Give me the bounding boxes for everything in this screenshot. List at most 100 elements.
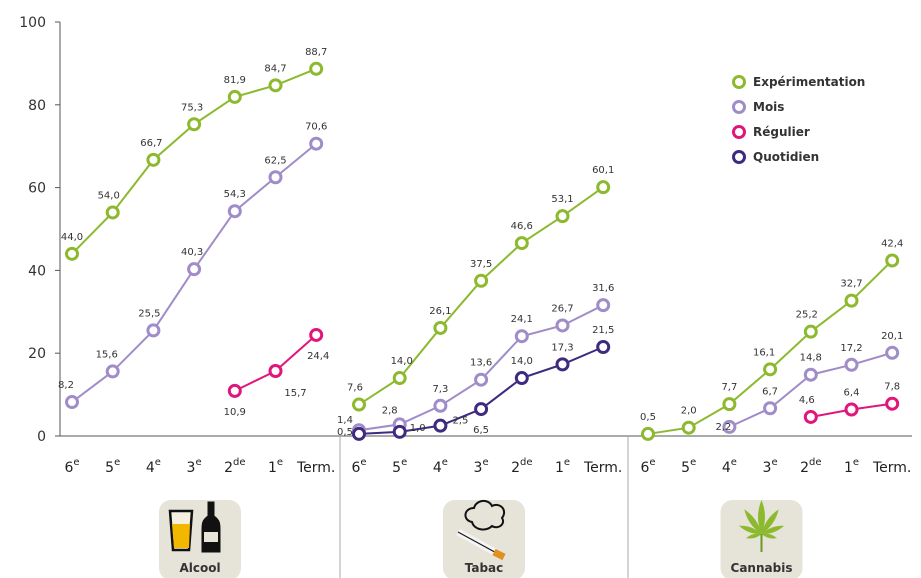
data-label-experimentation: 60,1 — [592, 165, 614, 176]
data-label-experimentation: 7,6 — [347, 383, 363, 394]
data-label-mois: 1,4 — [337, 415, 353, 426]
x-tick-label-tabac-4: 2de — [511, 457, 532, 476]
series-cannabis-experimentation: 0,5 2,0 7,7 16,1 25,2 32,7 42,4 — [640, 238, 903, 441]
data-point-experimentation — [227, 89, 242, 104]
panel-alcool: 6e 5e 4e 3e 2de 1e Term. 44,0 54,0 66,7 75,3 81,9 84… — [58, 47, 335, 578]
legend-item-quotidien: Quotidien — [732, 150, 819, 164]
series-cannabis-mois: 2,2 6,7 14,8 17,2 20,1 — [715, 331, 903, 434]
leaf-blade-6 — [761, 533, 777, 539]
data-label-experimentation: 88,7 — [305, 47, 327, 58]
legend-marker-experimentation — [732, 75, 746, 89]
data-point-experimentation — [514, 236, 529, 251]
x-tick-label-alcool-5: 1e — [268, 457, 283, 476]
series-cannabis-regulier: 4,6 6,4 7,8 — [799, 382, 900, 424]
data-point-mois — [555, 318, 570, 333]
data-point-quotidien — [514, 371, 529, 386]
data-label-regulier: 10,9 — [224, 407, 246, 418]
leaf-blade-1 — [744, 509, 762, 534]
legend-label-regulier: Régulier — [753, 125, 810, 139]
beer-fill-shape — [172, 524, 190, 548]
y-tick-label-0: 0 — [37, 429, 46, 445]
data-point-experimentation — [844, 293, 859, 308]
data-point-experimentation — [433, 320, 448, 335]
category-label-cannabis: Cannabis — [731, 561, 793, 575]
data-point-experimentation — [641, 426, 655, 441]
x-tick-label-tabac-2: 4e — [433, 457, 448, 476]
data-label-experimentation: 2,0 — [681, 406, 697, 417]
x-tick-label-tabac-6: Term. — [583, 460, 622, 476]
data-label-experimentation: 32,7 — [840, 279, 862, 290]
x-tick-label-tabac-1: 5e — [392, 457, 407, 476]
y-tick-label-100: 100 — [19, 15, 46, 31]
smoke-cloud-shape — [464, 500, 506, 531]
data-label-mois: 26,7 — [551, 303, 573, 314]
series-line-regulier — [234, 334, 317, 392]
category-panel-cannabis: Cannabis — [720, 500, 803, 578]
data-point-experimentation — [722, 397, 737, 412]
data-label-experimentation: 42,4 — [881, 238, 903, 249]
bottle-label-shape — [204, 532, 218, 542]
data-point-experimentation — [596, 180, 611, 195]
data-point-regulier — [844, 402, 859, 417]
data-label-mois: 70,6 — [305, 122, 327, 133]
data-point-experimentation — [763, 362, 778, 377]
data-point-experimentation — [146, 152, 161, 167]
data-point-mois — [187, 262, 202, 277]
data-point-experimentation — [555, 209, 570, 224]
data-point-quotidien — [392, 424, 407, 439]
data-point-mois — [803, 367, 818, 382]
data-label-mois: 2,2 — [715, 422, 731, 433]
data-point-experimentation — [803, 324, 818, 339]
data-label-experimentation: 7,7 — [721, 382, 737, 393]
data-point-mois — [763, 401, 778, 416]
data-point-experimentation — [105, 205, 120, 220]
category-label-alcool: Alcool — [179, 561, 220, 575]
data-label-experimentation: 54,0 — [98, 190, 120, 201]
data-point-mois — [474, 372, 489, 387]
y-tick-label-20: 20 — [28, 346, 46, 362]
x-tick-label-tabac-3: 3e — [474, 457, 489, 476]
data-label-quotidien: 6,5 — [473, 425, 489, 436]
data-point-regulier — [268, 364, 283, 379]
data-point-experimentation — [681, 420, 696, 435]
data-point-experimentation — [474, 273, 489, 288]
data-label-quotidien: 2,5 — [452, 416, 468, 427]
legend: Expérimentation Mois Régulier Quotidien — [732, 75, 865, 164]
data-label-experimentation: 25,2 — [796, 310, 818, 321]
data-point-mois — [722, 419, 737, 434]
data-label-quotidien: 17,3 — [551, 342, 573, 353]
data-label-mois: 25,5 — [138, 308, 160, 319]
data-point-mois — [514, 329, 529, 344]
cigarette-icon — [456, 500, 506, 561]
data-point-mois — [433, 398, 448, 413]
data-label-experimentation: 75,3 — [181, 102, 203, 113]
data-label-quotidien: 0,5 — [337, 427, 353, 438]
legend-item-regulier: Régulier — [732, 125, 810, 139]
data-label-experimentation: 37,5 — [470, 259, 492, 270]
data-point-experimentation — [187, 117, 202, 132]
data-point-mois — [596, 298, 611, 313]
data-label-mois: 15,6 — [96, 349, 118, 360]
data-label-experimentation: 26,1 — [429, 306, 451, 317]
data-label-regulier: 24,4 — [307, 351, 329, 362]
leaf-blade-5 — [746, 533, 762, 539]
data-point-quotidien — [555, 357, 570, 372]
y-tick-label-40: 40 — [28, 263, 46, 279]
leaf-blade-2 — [761, 509, 779, 534]
legend-label-experimentation: Expérimentation — [753, 75, 865, 89]
data-label-experimentation: 81,9 — [224, 75, 246, 86]
data-point-experimentation — [65, 246, 79, 261]
data-label-mois: 17,2 — [840, 343, 862, 354]
series-tabac-experimentation: 7,6 14,0 26,1 37,5 46,6 53,1 60,1 — [347, 165, 614, 412]
data-point-experimentation — [268, 78, 283, 93]
data-point-mois — [309, 136, 324, 151]
data-label-regulier: 7,8 — [884, 382, 900, 393]
x-tick-label-alcool-4: 2de — [224, 457, 245, 476]
data-point-mois — [105, 364, 120, 379]
data-point-regulier — [309, 327, 324, 342]
panel-cannabis: 6e 5e 4e 3e 2de 1e Term. 0,5 2,0 7,7 16,1 25,2 32,7 4… — [640, 238, 911, 578]
alcohol-icon — [168, 501, 221, 553]
data-point-mois — [227, 204, 242, 219]
legend-label-mois: Mois — [753, 100, 784, 114]
